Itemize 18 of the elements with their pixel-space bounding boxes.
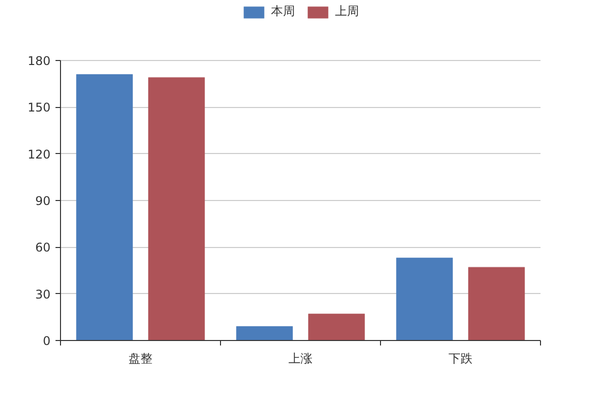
y-tick-label: 150 <box>28 100 50 115</box>
y-tick-label: 30 <box>35 287 51 302</box>
y-tick-label: 0 <box>42 334 51 348</box>
bar <box>148 77 205 340</box>
x-tick-label: 盘整 <box>128 352 152 366</box>
bar <box>308 314 365 340</box>
bar <box>236 326 293 340</box>
y-tick-label: 180 <box>28 54 50 68</box>
legend-label: 上周 <box>335 3 359 20</box>
bar <box>76 74 133 340</box>
bar <box>468 266 525 340</box>
x-tick-label: 上涨 <box>288 352 312 366</box>
x-tick-label: 下跌 <box>448 352 472 366</box>
y-tick-label: 60 <box>35 240 51 255</box>
y-tick-label: 90 <box>35 194 51 208</box>
y-tick-label: 120 <box>28 147 50 162</box>
legend-label: 本周 <box>271 3 295 20</box>
bar <box>396 258 453 340</box>
